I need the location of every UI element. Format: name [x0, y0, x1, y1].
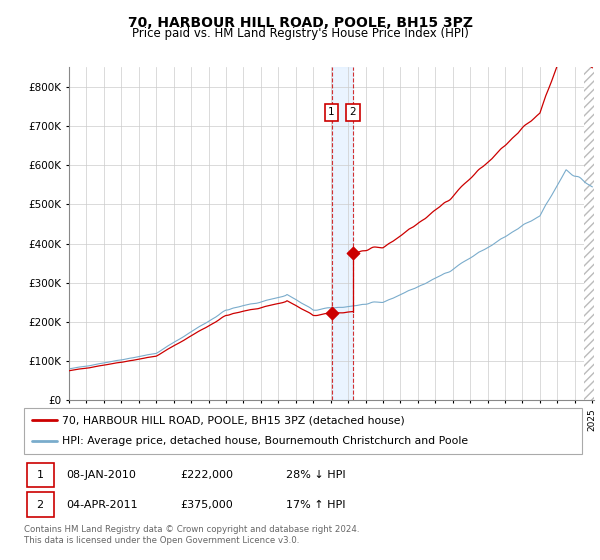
Point — [348, 249, 358, 258]
Text: 1: 1 — [328, 108, 335, 117]
Text: 17% ↑ HPI: 17% ↑ HPI — [286, 500, 346, 510]
Text: 28% ↓ HPI: 28% ↓ HPI — [286, 470, 346, 480]
Text: 2: 2 — [37, 500, 44, 510]
Text: 70, HARBOUR HILL ROAD, POOLE, BH15 3PZ: 70, HARBOUR HILL ROAD, POOLE, BH15 3PZ — [128, 16, 473, 30]
Text: 1: 1 — [37, 470, 44, 480]
Text: £222,000: £222,000 — [180, 470, 233, 480]
Text: 08-JAN-2010: 08-JAN-2010 — [66, 470, 136, 480]
Bar — [27, 492, 53, 517]
Text: 2: 2 — [349, 108, 356, 117]
Bar — [331, 67, 353, 400]
Text: Price paid vs. HM Land Registry's House Price Index (HPI): Price paid vs. HM Land Registry's House … — [131, 27, 469, 40]
Bar — [584, 67, 594, 400]
Text: HPI: Average price, detached house, Bournemouth Christchurch and Poole: HPI: Average price, detached house, Bour… — [62, 436, 468, 446]
Text: 04-APR-2011: 04-APR-2011 — [66, 500, 137, 510]
Text: 70, HARBOUR HILL ROAD, POOLE, BH15 3PZ (detached house): 70, HARBOUR HILL ROAD, POOLE, BH15 3PZ (… — [62, 415, 404, 425]
Bar — [27, 463, 53, 487]
Text: Contains HM Land Registry data © Crown copyright and database right 2024.
This d: Contains HM Land Registry data © Crown c… — [24, 525, 359, 545]
Text: £375,000: £375,000 — [180, 500, 233, 510]
Point — [326, 309, 336, 318]
